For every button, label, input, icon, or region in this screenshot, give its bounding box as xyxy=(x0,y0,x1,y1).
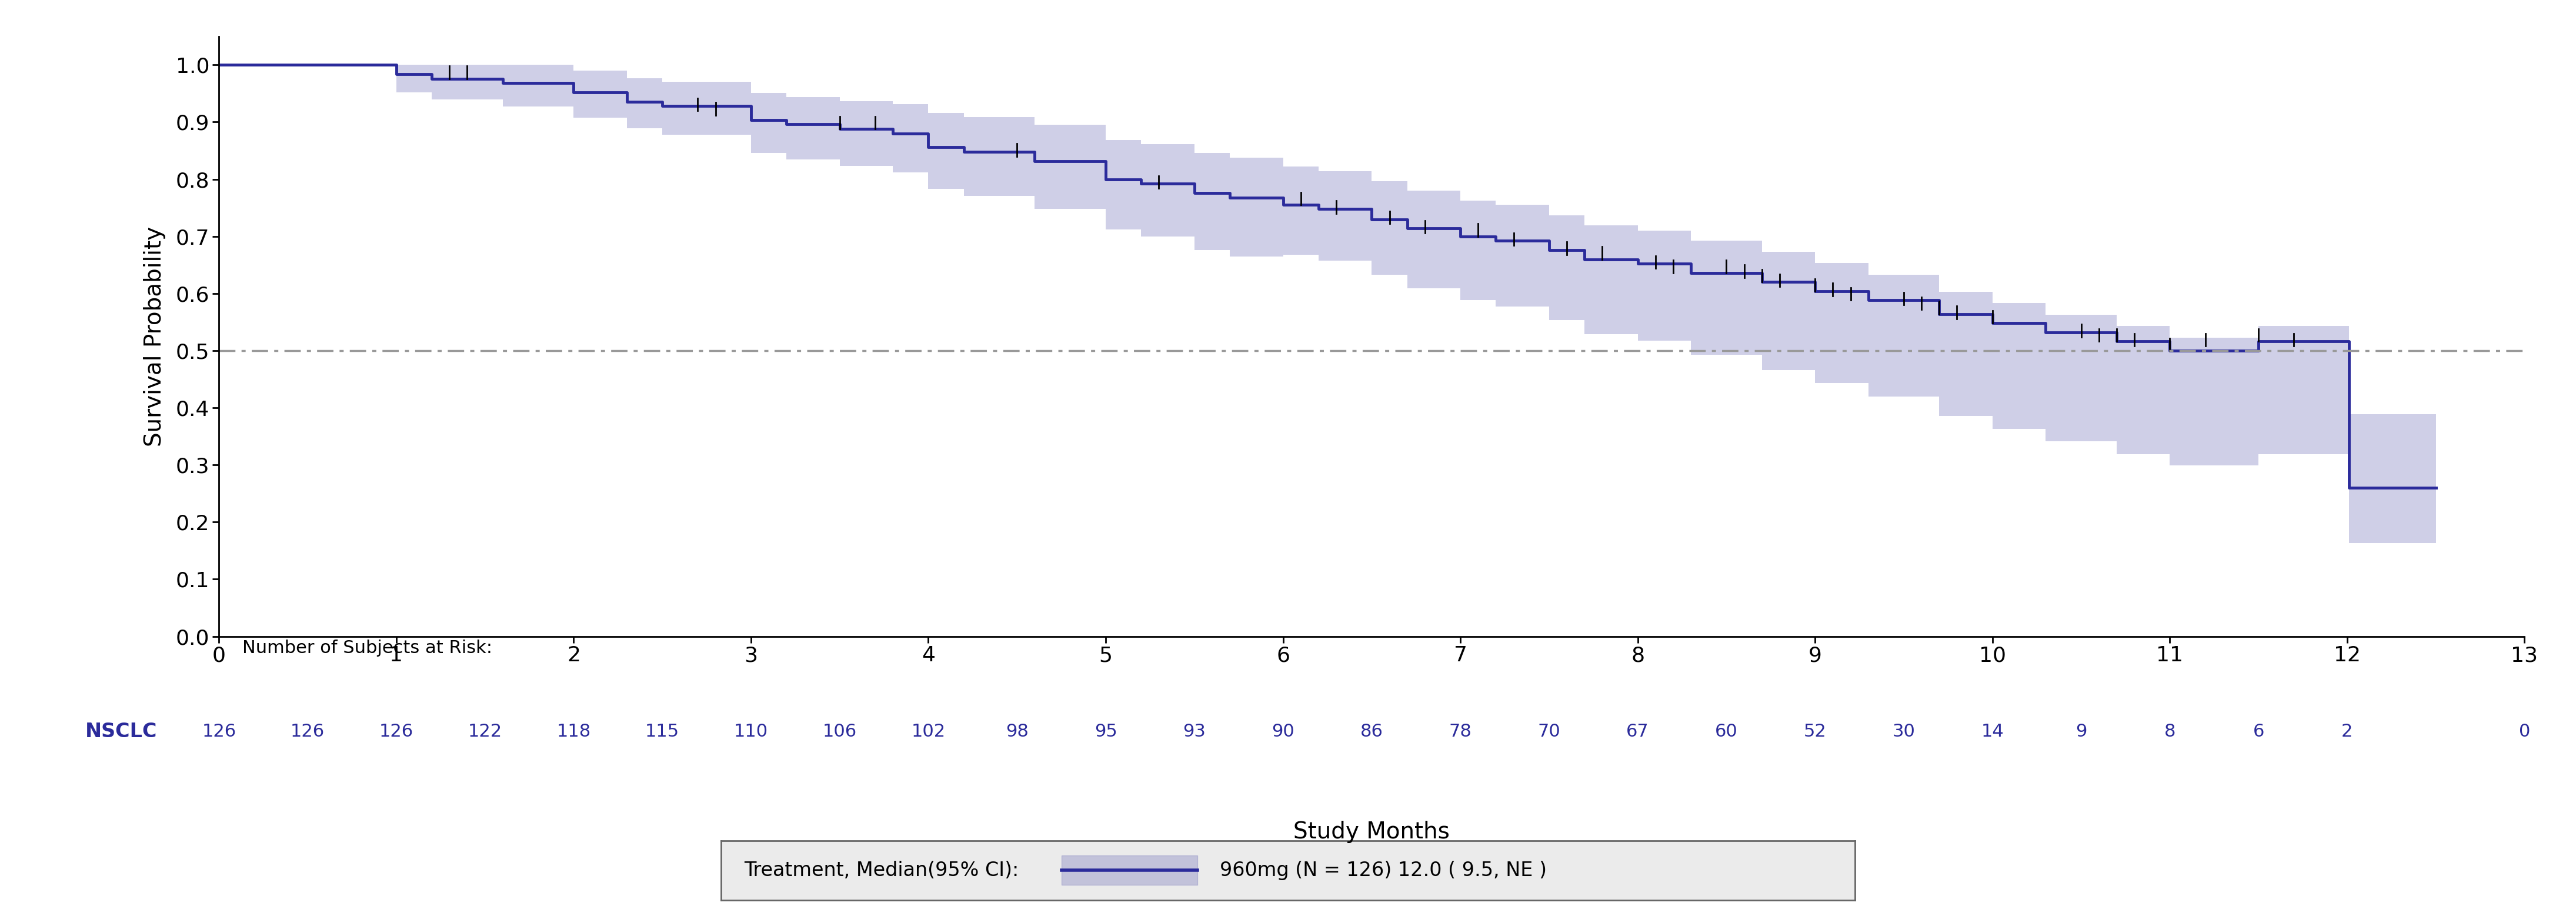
Y-axis label: Survival Probability: Survival Probability xyxy=(144,226,165,446)
Text: 115: 115 xyxy=(644,724,680,740)
Text: Number of Subjects at Risk:: Number of Subjects at Risk: xyxy=(242,639,492,656)
Text: 52: 52 xyxy=(1803,724,1826,740)
Text: 95: 95 xyxy=(1095,724,1118,740)
Text: 106: 106 xyxy=(822,724,858,740)
Text: Treatment, Median(95% CI):: Treatment, Median(95% CI): xyxy=(744,861,1018,880)
Text: 78: 78 xyxy=(1448,724,1471,740)
Text: 2: 2 xyxy=(2342,724,2352,740)
Text: 60: 60 xyxy=(1716,724,1739,740)
Text: 30: 30 xyxy=(1893,724,1914,740)
Text: 86: 86 xyxy=(1360,724,1383,740)
Text: 110: 110 xyxy=(734,724,768,740)
Text: 14: 14 xyxy=(1981,724,2004,740)
Text: 6: 6 xyxy=(2254,724,2264,740)
Text: 98: 98 xyxy=(1005,724,1028,740)
Text: 126: 126 xyxy=(201,724,237,740)
Text: Study Months: Study Months xyxy=(1293,821,1450,843)
Text: 0: 0 xyxy=(2519,724,2530,740)
Text: 102: 102 xyxy=(912,724,945,740)
Text: 122: 122 xyxy=(469,724,502,740)
Text: 118: 118 xyxy=(556,724,590,740)
Text: 70: 70 xyxy=(1538,724,1561,740)
Text: 960mg (N = 126) 12.0 ( 9.5, NE ): 960mg (N = 126) 12.0 ( 9.5, NE ) xyxy=(1221,861,1548,880)
Text: 9: 9 xyxy=(2076,724,2087,740)
Text: 126: 126 xyxy=(291,724,325,740)
Text: 8: 8 xyxy=(2164,724,2177,740)
Text: 93: 93 xyxy=(1182,724,1206,740)
Text: 126: 126 xyxy=(379,724,412,740)
Text: 67: 67 xyxy=(1625,724,1649,740)
Text: 90: 90 xyxy=(1273,724,1296,740)
Text: NSCLC: NSCLC xyxy=(85,722,157,742)
